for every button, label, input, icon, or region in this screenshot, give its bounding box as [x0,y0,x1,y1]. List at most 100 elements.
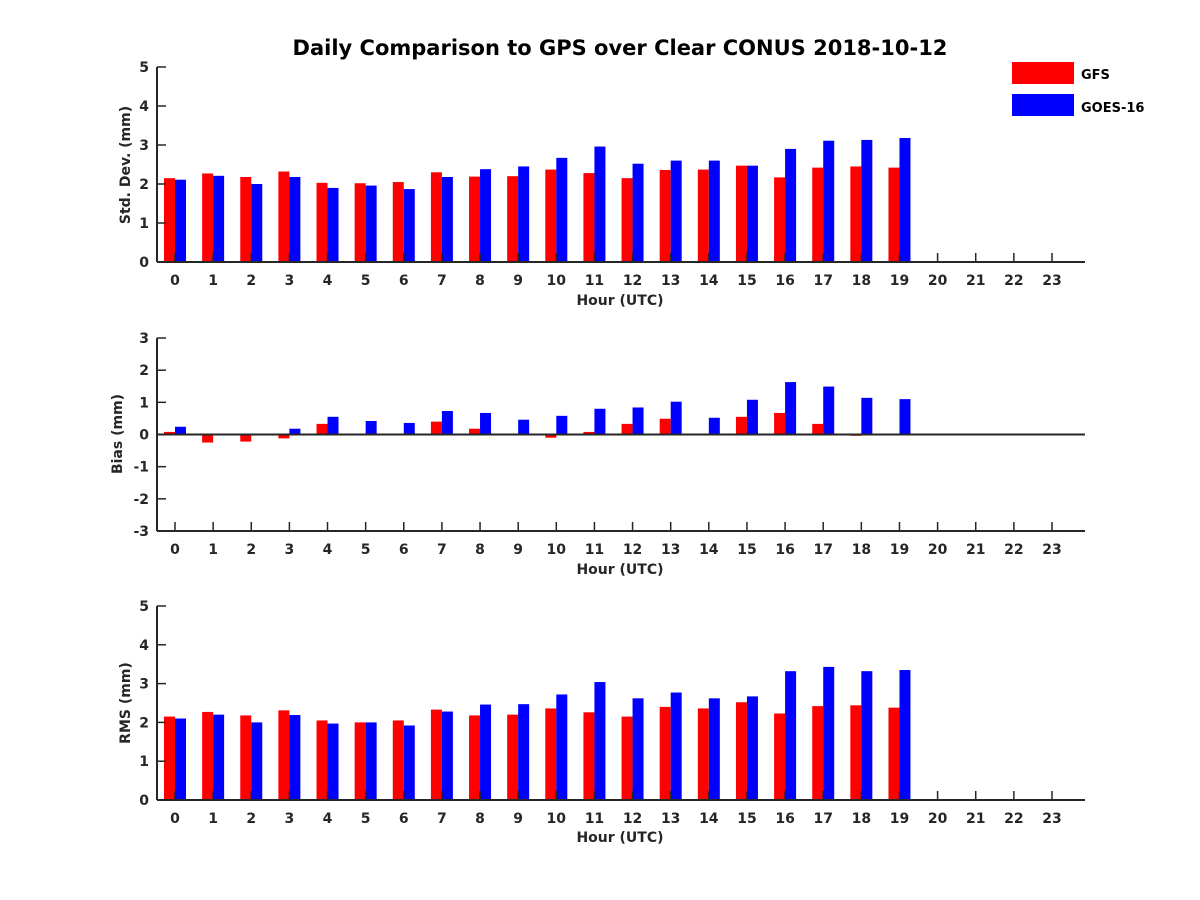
rms-ytick-label: 0 [139,793,149,809]
stddev-xtick-label: 12 [623,273,642,289]
stddev-xtick-label: 10 [547,273,567,289]
rms-xtick-label: 22 [1004,811,1023,827]
bias-bar-gfs-2 [240,434,252,442]
rms-bar-gfs-18 [850,705,862,800]
bias-xtick-label: 20 [928,542,948,558]
stddev-bar-goes16-7 [441,176,453,262]
bias-xtick-label: 5 [361,542,371,558]
stddev-bar-goes16-4 [327,187,339,262]
bias-bar-goes16-7 [441,411,453,435]
stddev-ytick-label: 1 [139,216,149,232]
bias-bar-goes16-15 [746,399,758,435]
stddev-bar-goes16-13 [670,160,682,262]
stddev-bar-goes16-12 [632,163,644,262]
rms-bar-gfs-17 [812,706,824,800]
bias-bar-gfs-3 [278,434,290,439]
stddev-bar-gfs-3 [278,171,290,262]
bias-bar-gfs-1 [202,434,214,443]
rms-xtick-label: 16 [775,811,794,827]
stddev-bar-gfs-19 [888,167,900,262]
bias-bar-goes16-9 [518,419,530,435]
bias-xtick-label: 2 [246,542,256,558]
bias-xtick-label: 8 [475,542,485,558]
rms-ytick-label: 1 [139,754,149,770]
bias-bar-goes16-6 [403,422,415,435]
bias-bar-goes16-17 [823,386,835,435]
rms-bar-goes16-14 [708,698,720,800]
bias-xtick-label: 1 [208,542,218,558]
bias-bar-gfs-8 [469,428,481,435]
stddev-bar-goes16-15 [746,165,758,262]
bias-ytick-label: -1 [133,460,149,476]
legend-label-goes16: GOES-16 [1081,101,1144,116]
rms-bar-goes16-1 [213,714,225,800]
bias-bar-gfs-16 [774,412,786,435]
stddev-xtick-label: 7 [437,273,447,289]
rms-bar-goes16-10 [556,694,568,800]
stddev-xtick-label: 23 [1042,273,1061,289]
rms-xtick-label: 2 [246,811,256,827]
stddev-bar-goes16-3 [289,176,301,262]
rms-bar-gfs-15 [735,702,747,800]
legend: GFS GOES-16 [1012,62,1144,116]
bias-bar-goes16-11 [594,408,606,435]
rms-bar-goes16-12 [632,698,644,800]
bias-bar-gfs-17 [812,423,824,435]
bias-xtick-label: 23 [1042,542,1061,558]
rms-bar-goes16-19 [899,670,911,800]
bias-bar-gfs-10 [545,434,557,438]
bias-bar-goes16-10 [556,415,568,435]
legend-label-gfs: GFS [1081,68,1110,83]
rms-bar-goes16-0 [175,718,186,800]
rms-bar-gfs-9 [507,714,519,800]
bias-xtick-label: 7 [437,542,447,558]
rms-bar-gfs-8 [469,715,481,800]
rms-xtick-label: 15 [737,811,756,827]
rms-bar-goes16-15 [746,696,758,800]
stddev-xtick-label: 15 [737,273,756,289]
rms-ytick-label: 2 [139,715,149,731]
stddev-bar-goes16-11 [594,146,606,262]
rms-xtick-label: 4 [323,811,333,827]
bias-bar-goes16-19 [899,399,911,435]
stddev-xtick-label: 3 [285,273,295,289]
rms-bar-goes16-3 [289,715,301,800]
stddev-bar-goes16-8 [480,169,492,262]
stddev-bar-goes16-14 [708,160,720,262]
rms-xtick-label: 1 [208,811,218,827]
stddev-bar-gfs-16 [774,177,786,262]
stddev-bar-gfs-17 [812,167,824,262]
bias-xtick-label: 3 [285,542,295,558]
stddev-xtick-label: 4 [323,273,333,289]
rms-xtick-label: 0 [170,811,180,827]
stddev-xtick-label: 13 [661,273,680,289]
stddev-bar-goes16-2 [251,184,263,262]
bias-bar-goes16-12 [632,407,644,435]
rms-bar-gfs-13 [659,706,671,800]
bias-bar-gfs-7 [430,421,442,435]
rms-xtick-label: 8 [475,811,485,827]
stddev-bar-goes16-6 [403,189,415,262]
rms-xtick-label: 6 [399,811,409,827]
bias-ytick-label: 2 [139,363,149,379]
stddev-xtick-label: 17 [813,273,832,289]
stddev-xtick-label: 11 [585,273,604,289]
stddev-bar-gfs-7 [430,172,442,262]
rms-bar-goes16-18 [861,671,873,800]
stddev-xtick-label: 1 [208,273,218,289]
bias-xtick-label: 15 [737,542,756,558]
stddev-xtick-label: 6 [399,273,409,289]
stddev-bar-goes16-9 [518,166,530,262]
bias-xlabel: Hour (UTC) [576,562,663,578]
bias-xtick-label: 21 [966,542,985,558]
bias-ytick-label: 0 [139,428,149,444]
rms-bar-goes16-7 [441,711,453,800]
rms-xtick-label: 23 [1042,811,1061,827]
stddev-ytick-label: 4 [139,99,149,115]
bias-ylabel: Bias (mm) [110,394,126,474]
stddev-bar-gfs-8 [469,176,481,262]
rms-bar-gfs-3 [278,710,290,800]
bias-bar-goes16-16 [785,382,797,435]
